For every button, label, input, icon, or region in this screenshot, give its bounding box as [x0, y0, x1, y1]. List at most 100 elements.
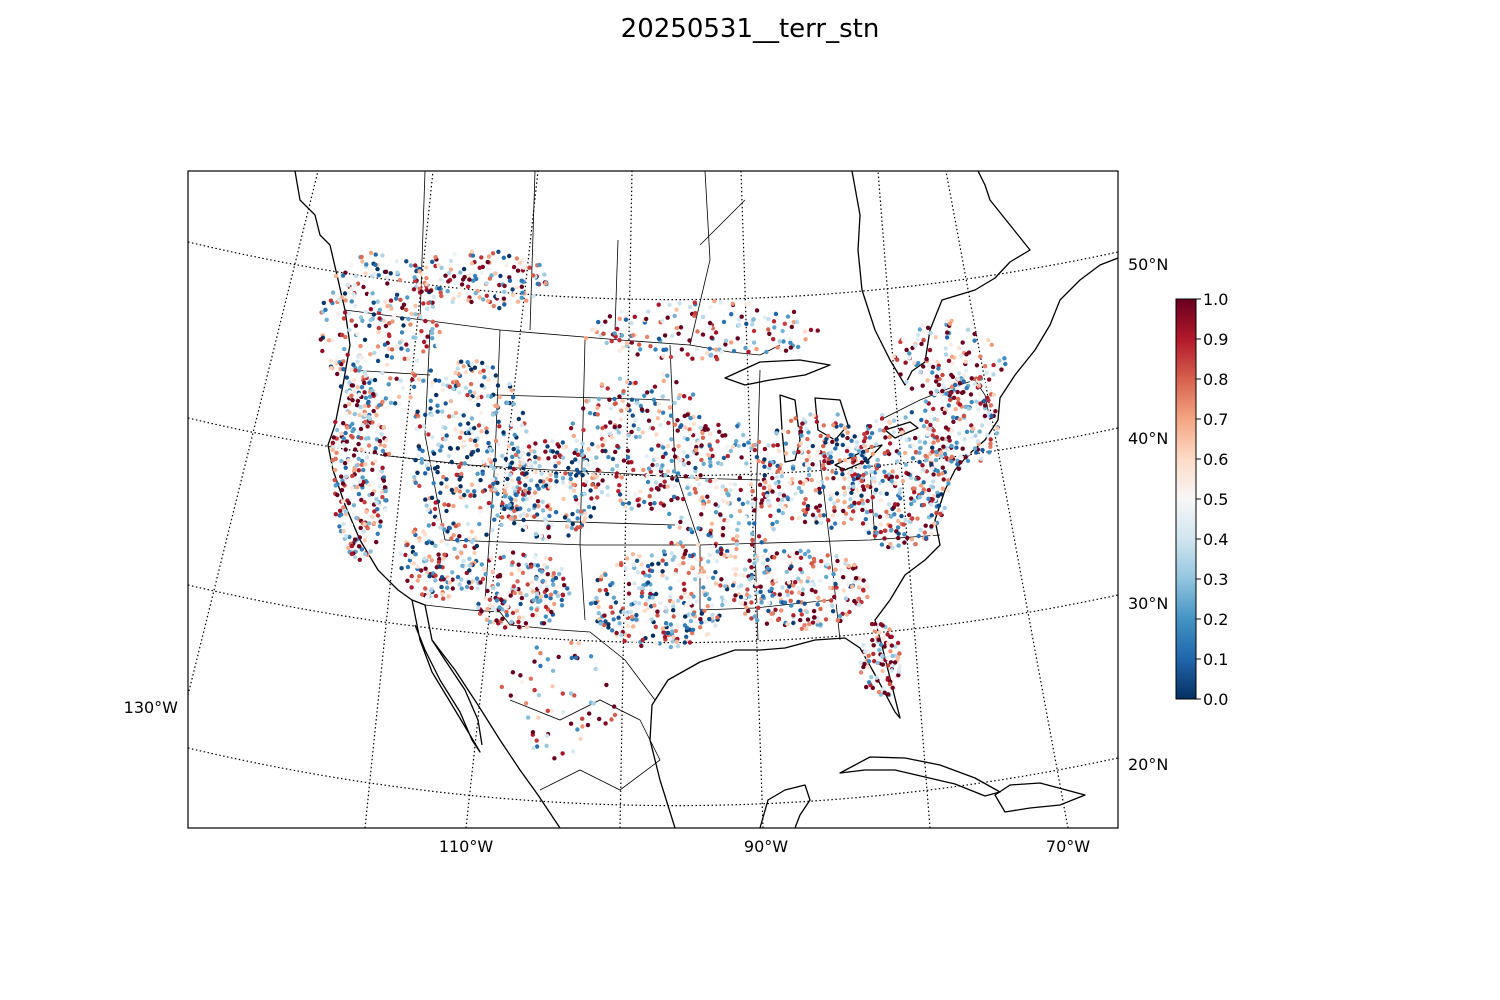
station-point	[469, 249, 475, 254]
station-point	[373, 252, 378, 257]
station-point	[371, 408, 376, 414]
station-point	[964, 429, 970, 434]
station-point	[963, 404, 968, 409]
station-point	[978, 396, 984, 401]
station-point	[753, 496, 758, 502]
station-point	[687, 553, 693, 558]
station-point	[459, 282, 465, 287]
station-point	[948, 342, 953, 347]
station-point	[374, 496, 379, 502]
station-point	[383, 269, 389, 274]
station-point	[849, 490, 854, 495]
station-point	[802, 329, 808, 334]
station-point	[921, 338, 926, 343]
station-point	[909, 496, 914, 501]
station-point	[764, 349, 769, 355]
station-point	[420, 448, 425, 454]
station-point	[705, 427, 710, 432]
station-point	[502, 625, 508, 630]
station-point	[798, 567, 803, 572]
station-point	[834, 585, 839, 590]
station-point	[573, 457, 578, 462]
station-point	[485, 259, 490, 265]
station-point	[472, 273, 478, 279]
station-point	[583, 511, 588, 516]
station-point	[754, 346, 759, 352]
station-point	[634, 558, 640, 563]
station-point	[474, 576, 480, 581]
station-point	[664, 576, 669, 581]
station-point	[744, 321, 749, 326]
station-point	[467, 273, 472, 278]
station-point	[662, 333, 668, 338]
station-point	[842, 457, 848, 463]
station-point	[509, 619, 514, 625]
station-point	[755, 590, 760, 595]
station-point	[567, 591, 572, 596]
station-point	[450, 299, 455, 305]
station-point	[534, 645, 539, 650]
station-point	[934, 374, 940, 379]
station-point	[599, 574, 604, 579]
station-point	[488, 394, 494, 399]
station-point	[421, 339, 427, 345]
state-line-1	[349, 369, 431, 376]
station-point	[408, 554, 414, 560]
station-point	[976, 407, 981, 412]
station-point	[784, 569, 789, 574]
station-point	[534, 607, 539, 613]
station-point	[512, 508, 517, 514]
station-point	[977, 429, 982, 434]
station-point	[749, 616, 754, 621]
station-point	[720, 602, 725, 608]
station-point	[841, 575, 846, 580]
station-point	[794, 550, 800, 556]
station-point	[521, 497, 526, 502]
station-point	[879, 658, 885, 663]
station-point	[515, 268, 521, 273]
station-point	[633, 604, 638, 609]
station-point	[957, 431, 962, 436]
station-point	[886, 641, 891, 646]
station-point	[404, 259, 409, 264]
station-point	[521, 265, 526, 270]
station-point	[934, 449, 939, 455]
station-point	[840, 433, 845, 438]
station-point	[957, 454, 963, 459]
station-point	[443, 425, 448, 431]
station-point	[783, 441, 789, 446]
us-east-coast	[889, 257, 1118, 601]
station-point	[381, 478, 387, 483]
station-point	[731, 537, 736, 542]
station-point	[434, 392, 439, 398]
station-point	[492, 466, 497, 471]
station-point	[889, 643, 894, 648]
station-point	[735, 424, 740, 429]
station-point	[906, 471, 911, 477]
station-point	[362, 380, 367, 386]
station-point	[732, 597, 737, 603]
station-point	[719, 577, 724, 582]
station-point	[518, 590, 523, 596]
station-point	[938, 511, 943, 517]
station-point	[549, 522, 555, 528]
station-point	[653, 624, 658, 629]
station-point	[924, 356, 929, 362]
station-point	[678, 424, 683, 430]
station-point	[856, 585, 862, 590]
station-point	[850, 566, 856, 571]
station-point	[414, 358, 420, 363]
station-point	[940, 382, 945, 388]
station-point	[655, 609, 660, 614]
station-point	[510, 610, 516, 616]
station-point	[710, 544, 716, 549]
station-point	[685, 412, 690, 417]
station-point	[430, 259, 435, 264]
station-point	[452, 252, 457, 257]
station-point	[617, 492, 623, 497]
station-point	[654, 462, 660, 468]
station-point	[704, 632, 710, 637]
station-point	[803, 478, 808, 484]
station-point	[596, 482, 601, 487]
station-point	[669, 551, 675, 556]
